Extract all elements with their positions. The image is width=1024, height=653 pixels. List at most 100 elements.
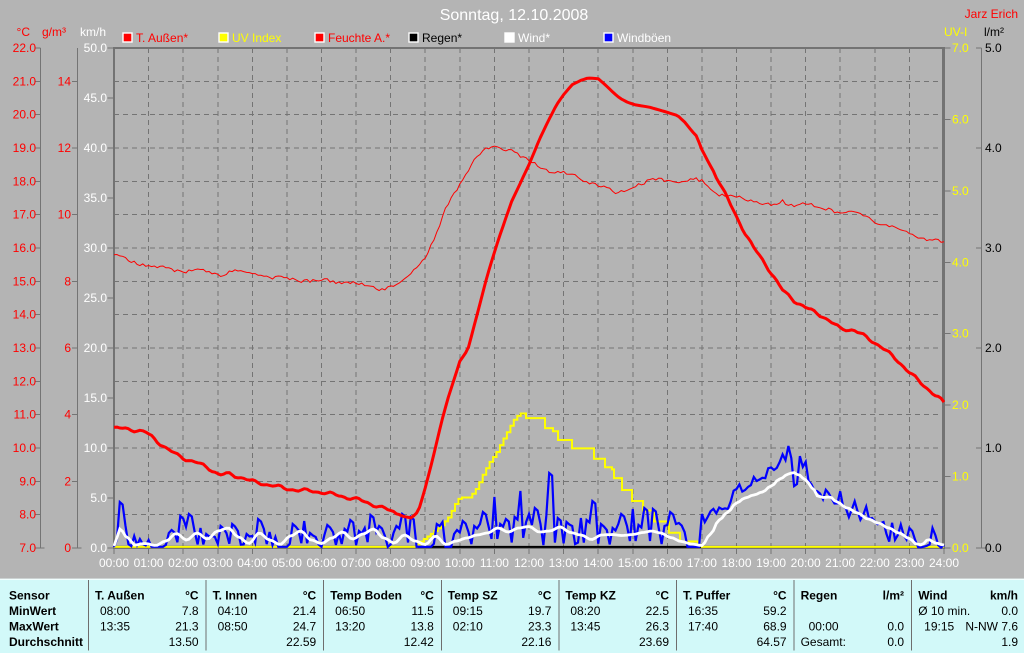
svg-text:14:00: 14:00 [583,556,613,570]
svg-text:5.0: 5.0 [985,41,1002,55]
svg-text:Temp KZ: Temp KZ [565,589,615,603]
svg-text:5.0: 5.0 [90,491,107,505]
svg-text:°C: °C [303,589,317,603]
svg-text:40.0: 40.0 [84,141,108,155]
svg-text:12.0: 12.0 [13,374,37,388]
svg-text:Regen: Regen [801,589,838,603]
svg-text:0: 0 [64,541,71,555]
svg-text:19.0: 19.0 [13,141,37,155]
svg-text:0.0: 0.0 [952,541,969,555]
svg-text:20.0: 20.0 [13,108,37,122]
svg-text:0.0: 0.0 [887,620,904,634]
svg-text:07:00: 07:00 [341,556,371,570]
svg-text:4: 4 [64,408,71,422]
svg-text:UV Index: UV Index [232,31,281,45]
svg-text:8: 8 [64,274,71,288]
svg-text:Windböen: Windböen [617,31,671,45]
svg-text:16:00: 16:00 [652,556,682,570]
svg-text:15.0: 15.0 [13,274,37,288]
svg-text:22.59: 22.59 [286,635,316,649]
svg-text:1.9: 1.9 [1001,635,1018,649]
svg-text:16.0: 16.0 [13,241,37,255]
svg-text:22.0: 22.0 [13,41,37,55]
svg-text:00:00: 00:00 [99,556,129,570]
svg-text:°C: °C [656,589,670,603]
svg-text:Sensor: Sensor [9,589,50,603]
svg-text:09:15: 09:15 [453,604,483,618]
svg-text:14: 14 [58,74,72,88]
svg-text:°C: °C [185,589,199,603]
svg-text:45.0: 45.0 [84,91,108,105]
svg-text:1.0: 1.0 [952,470,969,484]
svg-text:km/h: km/h [990,589,1018,603]
svg-text:17.0: 17.0 [13,208,37,222]
svg-text:4.0: 4.0 [985,141,1002,155]
svg-text:12:00: 12:00 [514,556,544,570]
svg-text:25.0: 25.0 [84,291,108,305]
svg-text:Feuchte A.*: Feuchte A.* [328,31,390,45]
svg-text:T. Außen: T. Außen [95,589,145,603]
svg-text:Regen*: Regen* [422,31,462,45]
svg-text:13:00: 13:00 [549,556,579,570]
svg-text:23.3: 23.3 [528,620,552,634]
svg-text:08:50: 08:50 [218,620,248,634]
svg-text:59.2: 59.2 [763,604,787,618]
svg-text:0.0: 0.0 [1001,604,1018,618]
svg-text:1.0: 1.0 [985,441,1002,455]
svg-text:08:00: 08:00 [100,604,130,618]
svg-text:13:35: 13:35 [100,620,130,634]
svg-text:14.0: 14.0 [13,308,37,322]
svg-text:06:50: 06:50 [335,604,365,618]
svg-text:Sonntag, 12.10.2008: Sonntag, 12.10.2008 [440,7,589,24]
svg-text:Gesamt:: Gesamt: [801,635,846,649]
svg-text:11:00: 11:00 [480,556,509,570]
svg-text:12: 12 [58,141,72,155]
svg-text:10:00: 10:00 [445,556,475,570]
svg-text:19:00: 19:00 [756,556,786,570]
svg-text:08:20: 08:20 [570,604,600,618]
svg-text:23:00: 23:00 [894,556,924,570]
svg-text:3.0: 3.0 [952,327,969,341]
svg-text:10: 10 [58,208,72,222]
svg-text:0.0: 0.0 [887,635,904,649]
svg-text:02:10: 02:10 [453,620,483,634]
svg-text:01:00: 01:00 [134,556,164,570]
svg-text:15.0: 15.0 [84,391,108,405]
svg-text:20:00: 20:00 [791,556,821,570]
svg-text:10.0: 10.0 [84,441,108,455]
svg-text:11.5: 11.5 [411,604,434,618]
svg-text:T. Außen*: T. Außen* [136,31,188,45]
svg-text:24.7: 24.7 [293,620,317,634]
svg-text:16:35: 16:35 [688,604,718,618]
svg-text:2.0: 2.0 [952,398,969,412]
svg-text:4.0: 4.0 [952,255,969,269]
svg-text:18:00: 18:00 [721,556,751,570]
svg-text:00:00: 00:00 [809,620,839,634]
svg-text:T. Puffer: T. Puffer [683,589,731,603]
svg-text:km/h: km/h [80,25,106,39]
svg-text:T. Innen: T. Innen [213,589,258,603]
svg-text:13.0: 13.0 [13,341,37,355]
svg-text:20.0: 20.0 [84,341,108,355]
svg-text:19.7: 19.7 [528,604,552,618]
svg-text:UV-I: UV-I [944,25,967,39]
svg-text:15:00: 15:00 [618,556,648,570]
svg-text:04:10: 04:10 [218,604,248,618]
svg-text:68.9: 68.9 [763,620,787,634]
svg-text:03:00: 03:00 [203,556,233,570]
svg-text:22.16: 22.16 [521,635,551,649]
svg-text:13:20: 13:20 [335,620,365,634]
svg-text:MinWert: MinWert [9,604,56,618]
svg-text:°C: °C [420,589,434,603]
svg-text:5.0: 5.0 [952,184,969,198]
svg-text:Jarz Erich: Jarz Erich [965,7,1018,21]
svg-text:7.8: 7.8 [182,604,199,618]
svg-text:23.69: 23.69 [639,635,669,649]
svg-text:21:00: 21:00 [825,556,855,570]
svg-text:26.3: 26.3 [646,620,670,634]
svg-text:0.0: 0.0 [90,541,107,555]
svg-text:°C: °C [538,589,552,603]
svg-text:Temp Boden: Temp Boden [330,589,402,603]
svg-text:7.0: 7.0 [952,41,969,55]
svg-text:12.42: 12.42 [404,635,434,649]
